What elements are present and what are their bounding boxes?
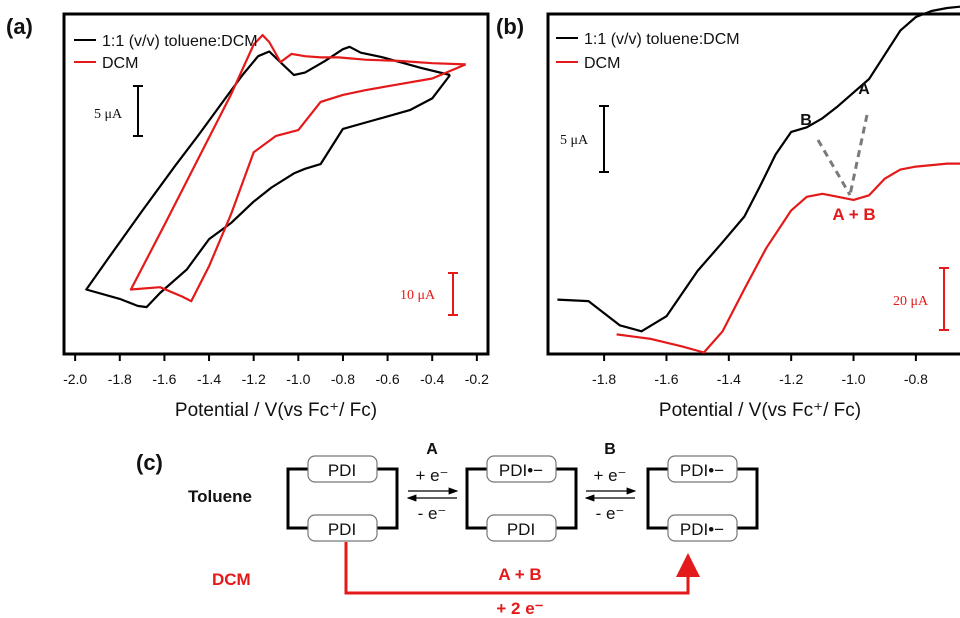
peak-label-a: A (858, 81, 870, 98)
pdi-box-3-bottom (667, 514, 738, 542)
pdi-box-1-top (307, 455, 378, 483)
step-a-reverse-label: - e⁻ (418, 504, 447, 523)
x-tick-label: -0.6 (376, 371, 400, 387)
x-tick-label: -1.2 (242, 371, 266, 387)
row-label-dcm: DCM (212, 570, 251, 589)
panel-a-series (85, 34, 467, 309)
bracket-left-3 (646, 467, 668, 530)
scale-bar-black-label: 5 μA (560, 133, 589, 148)
legend-label-dcm: DCM (102, 55, 138, 72)
dcm-step-label: A + B (498, 565, 541, 584)
dashed-link-a (848, 114, 869, 196)
pdi-box-1-bottom-label: PDI (328, 520, 356, 539)
x-tick-label: -0.8 (331, 371, 355, 387)
series-line-black (85, 45, 451, 309)
pdi-box-1-bottom (307, 514, 378, 542)
x-tick-label: -0.4 (420, 371, 444, 387)
pdi-box-3-top (667, 455, 738, 483)
series-line-red (616, 162, 960, 354)
x-tick-label: -1.6 (152, 371, 176, 387)
panel-a-x-axis-label: Potential / V(vs Fc⁺/ Fc) (175, 400, 377, 421)
x-tick-label: -1.4 (717, 371, 741, 387)
pdi-box-2-top (486, 455, 557, 483)
pdi-box-1-top-label: PDI (328, 461, 356, 480)
step-a-forward-label: + e⁻ (415, 466, 448, 485)
x-tick-label: -0.8 (904, 371, 928, 387)
x-tick-label: -1.6 (654, 371, 678, 387)
x-tick-label: -1.2 (779, 371, 803, 387)
pdi-box-3-top-label: PDI•− (680, 461, 724, 480)
x-tick-label: -1.4 (197, 371, 221, 387)
scale-bar-red-label: 20 μA (893, 294, 929, 309)
panel-a: (a) -2.0 -1.8 -1.6 -1.4 -1.2 -1.0 -0.8 -0.6 -0.4… (6, 12, 490, 421)
panel-b-annotations: A B A + B (800, 81, 875, 224)
panel-b-label: (b) (496, 14, 524, 39)
pdi-box-2-bottom-label: PDI (507, 520, 535, 539)
panel-b-x-axis-label: Potential / V(vs Fc⁺/ Fc) (659, 400, 861, 421)
bracket-right-3 (737, 467, 759, 530)
scale-bar-red-label: 10 μA (400, 288, 436, 303)
x-tick-label: -0.2 (465, 371, 489, 387)
x-tick-label: -1.0 (841, 371, 865, 387)
series-line-red (129, 34, 467, 303)
step-b-forward-label: + e⁻ (593, 466, 626, 485)
panel-b: (b) -1.8 -1.6 -1.4 -1.2 -1.0 -0.8 1:1 (v/v) t… (496, 5, 960, 421)
panel-b-frame (546, 12, 960, 356)
row-label-toluene: Toluene (188, 487, 252, 506)
scale-bar-red: 10 μA (400, 272, 458, 316)
bracket-right-1 (377, 467, 399, 530)
panel-b-x-ticks: -1.8 -1.6 -1.4 -1.2 -1.0 -0.8 (592, 354, 928, 387)
panel-a-label: (a) (6, 14, 33, 39)
scale-bar-red: 20 μA (893, 267, 949, 331)
x-tick-label: -1.8 (108, 371, 132, 387)
panel-b-series (557, 5, 960, 354)
legend-label-toluene-dcm: 1:1 (v/v) toluene:DCM (102, 33, 258, 50)
scale-bar-black-label: 5 μA (94, 107, 123, 122)
step-b-label: B (604, 441, 616, 458)
panel-c-label: (c) (136, 450, 163, 475)
x-tick-label: -1.0 (286, 371, 310, 387)
step-a-label: A (426, 441, 438, 458)
dcm-electron-count-label: + 2 e⁻ (496, 599, 543, 618)
bracket-left-1 (286, 467, 308, 530)
x-tick-label: -2.0 (63, 371, 87, 387)
panel-c-scheme: (c) Toluene DCM PDI PDI A + e⁻ - e⁻ PDI•… (136, 441, 759, 618)
scale-bar-black: 5 μA (560, 105, 609, 173)
panel-a-x-ticks: -2.0 -1.8 -1.6 -1.4 -1.2 -1.0 -0.8 -0.6 -0.4 -0.2 (63, 354, 489, 387)
bracket-left-2 (465, 467, 487, 530)
step-b-reverse-label: - e⁻ (596, 504, 625, 523)
pdi-box-2-bottom (486, 514, 557, 542)
panel-a-frame (62, 12, 490, 356)
scale-bar-black: 5 μA (94, 85, 143, 137)
pdi-box-3-bottom-label: PDI•− (680, 520, 724, 539)
legend-label-dcm: DCM (584, 55, 620, 72)
dashed-link-b (816, 139, 852, 196)
peak-label-a-plus-b: A + B (832, 205, 875, 224)
x-tick-label: -1.8 (592, 371, 616, 387)
bracket-right-2 (556, 467, 578, 530)
dcm-two-electron-arrow (344, 542, 700, 595)
series-line-black (557, 5, 960, 333)
legend-label-toluene-dcm: 1:1 (v/v) toluene:DCM (584, 31, 740, 48)
pdi-box-2-top-label: PDI•− (499, 461, 543, 480)
peak-label-b: B (800, 112, 812, 129)
